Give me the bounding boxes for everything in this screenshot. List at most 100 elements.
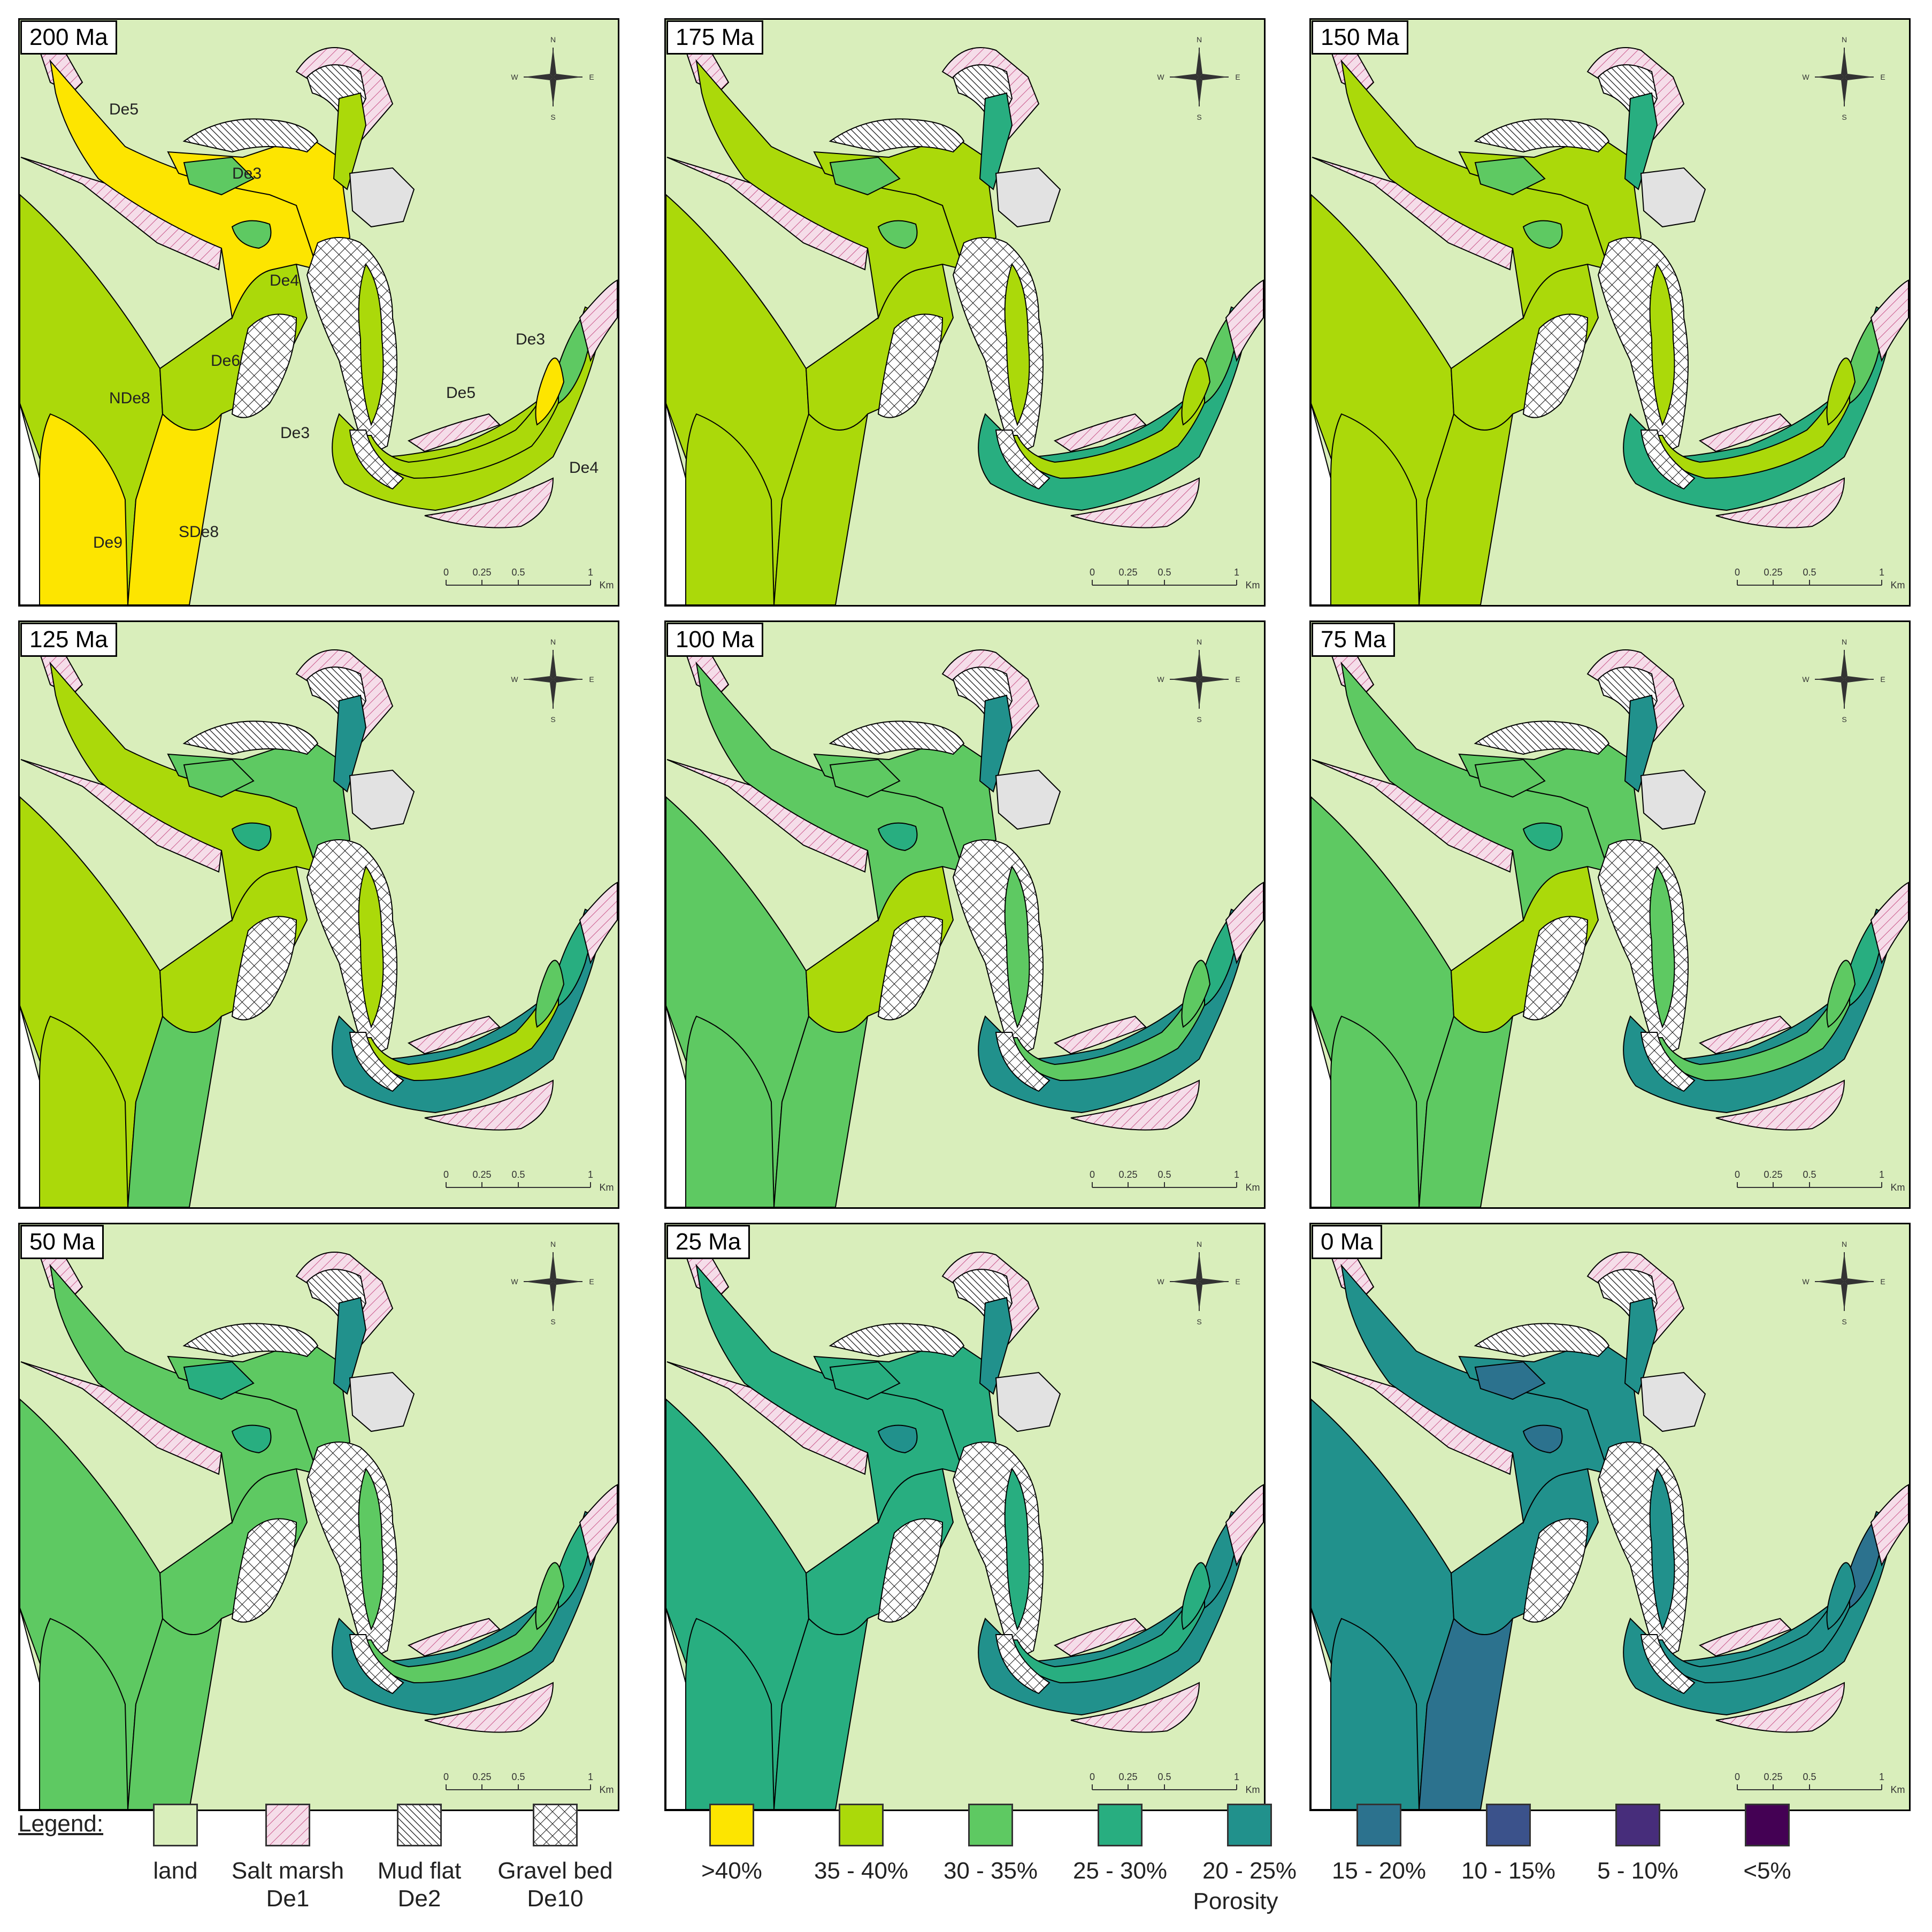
porosity-label: 5 - 10% [1597,1858,1678,1884]
svg-text:W: W [1157,73,1164,81]
region-de5-strip [1649,1467,1675,1631]
channel [979,1297,1013,1395]
svg-text:E: E [1880,73,1885,81]
channel-loop [332,1511,608,1716]
age-label: 100 Ma [666,623,763,657]
region-de9 [39,413,129,605]
svg-text:E: E [1235,675,1240,684]
estuary-map: N S E W 0 0.25 0.5 1 Km De5 De3 De4 NDe8 De6… [18,18,619,607]
legend-label: Mud flat De2 [377,1858,462,1912]
gravel-bed [995,1032,1051,1092]
svg-text:E: E [1880,1277,1885,1286]
scale-bar: 0 0.25 0.5 1 Km [1090,1169,1260,1193]
channel [979,694,1013,793]
region-de3 [183,156,255,196]
estuary-map: N S E W 0 0.25 0.5 1 Km [1309,18,1911,607]
legend-swatch-salt-marsh [265,1804,310,1846]
estuary-map: N S E W 0 0.25 0.5 1 Km [664,620,1266,1209]
svg-text:W: W [1157,675,1164,684]
salt-marsh [1715,1682,1845,1733]
region-de3 [829,156,901,196]
gravel-bed [877,916,944,1021]
legend-label: Salt marsh De1 [231,1858,344,1912]
channel-loop [978,908,1254,1114]
channel-loop [332,306,608,511]
region-de3-island [1522,1424,1563,1454]
svg-text:N: N [1197,35,1202,44]
estuary-map: N S E W 0 0.25 0.5 1 Km [664,18,1266,607]
gravel-bed [995,430,1051,490]
age-label: 25 Ma [666,1225,750,1259]
salt-marsh [407,1617,501,1657]
gravel-bed [1522,916,1589,1021]
salt-marsh [1053,1617,1147,1657]
grey-structure [995,167,1061,228]
mud-flat [829,118,965,153]
legend-swatch-gravel-bed [533,1804,578,1846]
channel-loop [332,908,608,1114]
region-de3 [1474,758,1546,798]
legend-label: land [153,1858,198,1884]
region-de9 [39,1015,129,1208]
region-de3-island [231,822,272,852]
porosity-label: 30 - 35% [943,1858,1038,1884]
porosity-swatch [1098,1804,1143,1846]
svg-text:W: W [511,1277,518,1286]
salt-marsh [1715,1079,1845,1131]
svg-text:S: S [550,113,555,121]
mud-flat [182,1323,319,1358]
svg-text:1: 1 [1234,1169,1239,1180]
scale-bar: 0 0.25 0.5 1 Km [1735,1169,1905,1193]
svg-text:0.5: 0.5 [511,567,525,578]
channel [1624,92,1658,190]
porosity-swatch [1745,1804,1790,1846]
salt-marsh [1225,1484,1264,1567]
map-panel-200-ma: N S E W 0 0.25 0.5 1 Km De5 De3 De4 NDe8 De6… [18,18,619,607]
grey-structure [995,1371,1061,1432]
facies-label: De6 [211,352,240,370]
svg-text:Km: Km [600,1182,614,1193]
svg-text:Km: Km [1246,580,1260,591]
gravel-bed [231,313,297,418]
salt-marsh [579,279,618,362]
svg-text:0: 0 [1090,1169,1095,1180]
svg-text:W: W [511,73,518,81]
region-de5-strip [1649,263,1675,426]
compass-rose-icon: N S E W [1802,1240,1885,1326]
estuary-map: N S E W 0 0.25 0.5 1 Km [18,620,619,1209]
region-de3-island [231,1424,272,1454]
gravel-bed [877,1518,944,1623]
region-de5-strip [358,865,384,1029]
svg-text:1: 1 [1879,1169,1884,1180]
map-panel-25-ma: N S E W 0 0.25 0.5 1 Km 25 Ma [664,1223,1266,1811]
compass-rose-icon: N S E W [511,638,594,724]
salt-marsh [424,477,554,528]
porosity-label: 25 - 30% [1072,1858,1168,1884]
salt-marsh [407,1015,501,1055]
svg-text:0.5: 0.5 [1803,1772,1816,1782]
svg-text:N: N [1842,1240,1847,1248]
svg-text:0.25: 0.25 [472,567,491,578]
salt-marsh [1053,1015,1147,1055]
age-label: 200 Ma [20,20,117,55]
region-de3 [1474,156,1546,196]
channel-loop [1623,1511,1899,1716]
porosity-label: >40% [701,1858,762,1884]
age-label: 125 Ma [20,623,117,657]
svg-text:S: S [1842,113,1846,121]
svg-text:0: 0 [1090,1772,1095,1782]
salt-marsh [1070,477,1200,528]
grey-structure [349,1371,415,1432]
mud-flat [182,118,319,153]
region-de3 [829,758,901,798]
salt-marsh [1053,413,1147,453]
scale-bar: 0 0.25 0.5 1 Km [443,1772,614,1795]
mud-flat [1474,1323,1610,1358]
grey-structure [349,167,415,228]
svg-text:N: N [550,638,556,646]
legend-swatch-mud-flat [397,1804,442,1846]
svg-text:N: N [1842,638,1847,646]
gravel-bed [349,1634,404,1695]
svg-text:E: E [589,73,594,81]
region-de9 [685,1015,775,1208]
